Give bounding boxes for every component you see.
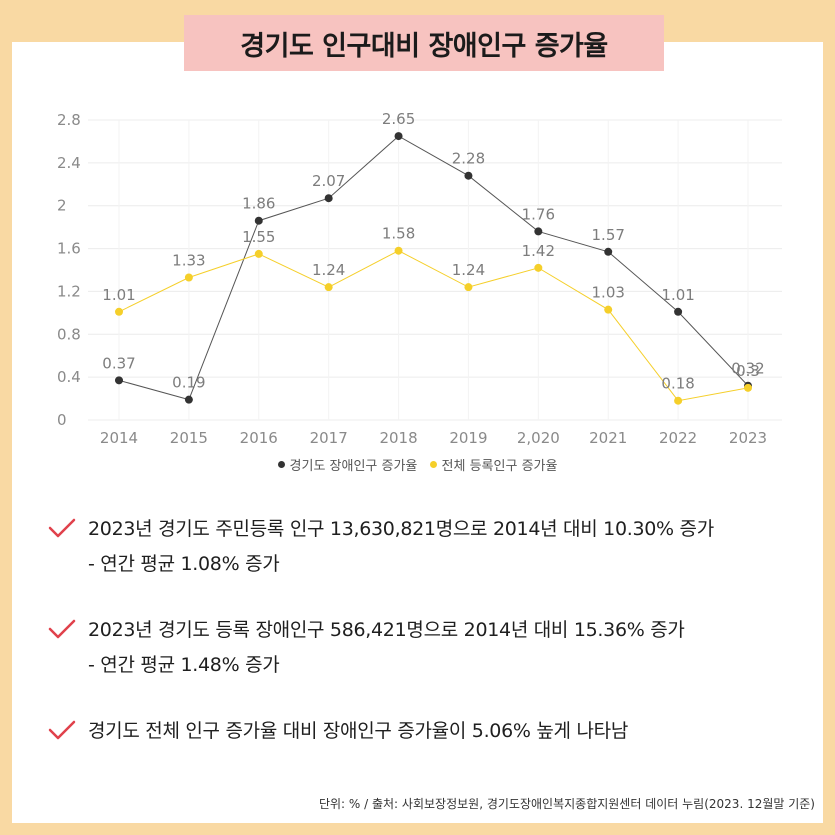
line-chart: 0 0.4 0.8 1.2 1.6 2 2.4 2.8 2014 2015 2016 2017 2018…	[57, 110, 782, 447]
data-label: 0.32	[731, 360, 764, 378]
source-note: 단위: % / 출처: 사회보장정보원, 경기도장애인복지종합지원센터 데이터 …	[318, 797, 815, 811]
x-tick-label: 2023	[729, 429, 767, 447]
bullet-sub-text: - 연간 평균 1.08% 증가	[88, 553, 280, 575]
series-line	[118, 250, 749, 402]
data-point	[604, 305, 613, 314]
data-label: 1.24	[312, 261, 345, 279]
check-icon	[48, 720, 76, 740]
data-point	[394, 246, 403, 255]
data-point	[604, 247, 613, 256]
data-label: 1.57	[592, 226, 625, 244]
data-point	[184, 273, 193, 282]
data-point	[464, 171, 473, 180]
data-label: 2.28	[452, 150, 485, 168]
data-label: 1.76	[522, 205, 555, 223]
x-tick-label: 2019	[449, 429, 487, 447]
data-point	[534, 227, 543, 236]
data-label: 2.07	[312, 172, 345, 190]
page-title: 경기도 인구대비 장애인구 증가율	[240, 30, 608, 62]
data-label: 1.01	[661, 286, 694, 304]
bullet-main-text: 2023년 경기도 등록 장애인구 586,421명으로 2014년 대비 15…	[88, 619, 685, 641]
data-point	[674, 396, 683, 405]
legend-item-disabled: 경기도 장애인구 증가율	[277, 455, 418, 474]
data-label: 1.58	[382, 225, 415, 243]
x-tick-label: 2016	[240, 429, 278, 447]
data-point	[254, 249, 263, 258]
legend-dot-total	[429, 461, 437, 468]
data-label: 1.55	[242, 228, 275, 246]
legend-label-disabled: 경기도 장애인구 증가율	[289, 459, 418, 474]
bullet-main-text: 경기도 전체 인구 증가율 대비 장애인구 증가율이 5.06% 높게 나타남	[88, 720, 629, 742]
data-label: 1.24	[452, 261, 485, 279]
y-tick-label: 0	[57, 411, 67, 429]
legend-label-total: 전체 등록인구 증가율	[441, 459, 558, 474]
data-label: 1.01	[102, 286, 135, 304]
data-label: 2.65	[382, 110, 415, 128]
data-label: 0.3	[736, 362, 760, 380]
data-label: 0.19	[172, 374, 205, 392]
data-point	[674, 307, 683, 316]
data-point	[115, 376, 123, 385]
data-label: 0.37	[102, 354, 135, 372]
x-tick-label: 2017	[310, 429, 348, 447]
y-tick-label: 2.4	[57, 154, 81, 172]
data-point	[115, 307, 123, 316]
data-point	[464, 283, 473, 292]
check-icon	[48, 619, 76, 639]
content-card	[12, 42, 823, 823]
y-tick-label: 2	[57, 197, 67, 215]
x-tick-label: 2,020	[517, 429, 560, 447]
legend-dot-disabled	[277, 461, 285, 468]
x-tick-label: 2014	[100, 429, 138, 447]
data-label: 1.42	[522, 242, 555, 260]
data-label: 1.03	[592, 284, 625, 302]
y-tick-label: 0.4	[57, 368, 81, 386]
check-icon	[48, 518, 76, 538]
data-point	[184, 395, 193, 404]
data-point	[254, 216, 263, 225]
bullet-sub-text: - 연간 평균 1.48% 증가	[88, 654, 280, 676]
data-point	[324, 194, 333, 203]
data-point	[534, 263, 543, 272]
data-point	[744, 383, 752, 392]
data-label: 0.18	[661, 375, 694, 393]
data-label: 1.86	[242, 195, 275, 213]
legend-item-total: 전체 등록인구 증가율	[429, 455, 558, 474]
y-tick-label: 1.6	[57, 240, 81, 258]
x-tick-label: 2015	[170, 429, 208, 447]
data-label: 1.33	[172, 252, 205, 270]
series-line	[118, 135, 749, 401]
title-banner: 경기도 인구대비 장애인구 증가율	[184, 15, 664, 71]
y-tick-label: 0.8	[57, 325, 81, 343]
bullet-main-text: 2023년 경기도 주민등록 인구 13,630,821명으로 2014년 대비…	[88, 518, 714, 540]
x-tick-label: 2021	[589, 429, 627, 447]
x-tick-label: 2022	[659, 429, 697, 447]
y-tick-label: 2.8	[57, 111, 81, 129]
y-tick-label: 1.2	[57, 282, 81, 300]
data-point	[394, 132, 403, 141]
x-tick-label: 2018	[379, 429, 417, 447]
chart-legend: 경기도 장애인구 증가율 전체 등록인구 증가율	[0, 455, 835, 474]
data-point	[324, 283, 333, 292]
